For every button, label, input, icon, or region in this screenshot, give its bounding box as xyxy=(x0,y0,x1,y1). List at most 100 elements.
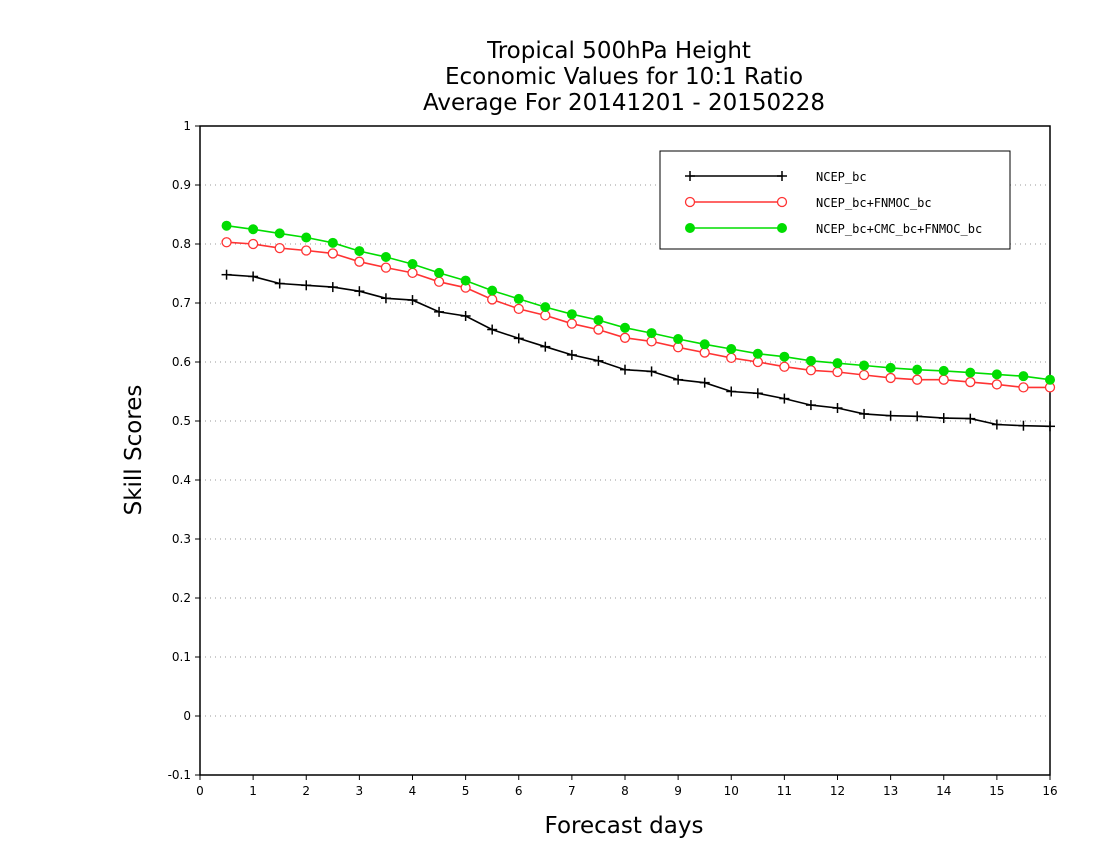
series-0-point-28 xyxy=(965,413,976,424)
title-line-2: Economic Values for 10:1 Ratio xyxy=(445,64,803,90)
y-tick-label-8: 0.7 xyxy=(172,296,191,310)
series xyxy=(221,220,1056,432)
series-0-point-7 xyxy=(407,295,418,306)
series-0-point-9 xyxy=(460,310,471,321)
series-1-point-18 xyxy=(699,347,710,358)
x-tick-label-16: 16 xyxy=(1042,784,1057,798)
x-tick-label-5: 5 xyxy=(462,784,470,798)
series-2-point-27 xyxy=(938,365,949,376)
series-2-point-15 xyxy=(620,322,630,333)
series-1-point-13 xyxy=(566,318,578,329)
series-2-point-20 xyxy=(752,348,763,359)
series-0-point-16 xyxy=(646,366,657,377)
series-2-point-24 xyxy=(859,360,870,371)
x-tick-label-11: 11 xyxy=(777,784,792,798)
series-1-point-8 xyxy=(433,276,445,287)
series-2-point-10 xyxy=(487,285,498,296)
series-1-point-29 xyxy=(991,379,1003,390)
legend-marker-start-0 xyxy=(685,171,695,181)
y-axis-label: Skill Scores xyxy=(121,385,147,516)
series-1-point-7 xyxy=(407,267,418,279)
x-tick-label-3: 3 xyxy=(356,784,364,798)
legend-marker-end-1 xyxy=(776,196,788,208)
x-tick-label-0: 0 xyxy=(196,784,204,798)
title-line-1: Tropical 500hPa Height xyxy=(486,38,751,64)
series-0-point-21 xyxy=(779,393,790,404)
series-0-point-13 xyxy=(566,349,577,360)
series-2-point-4 xyxy=(327,237,338,248)
x-tick-label-6: 6 xyxy=(515,784,523,798)
series-0 xyxy=(221,269,1055,432)
series-0-point-23 xyxy=(832,403,843,414)
series-2-point-1 xyxy=(248,224,259,235)
x-tick-label-7: 7 xyxy=(568,784,576,798)
series-0-point-19 xyxy=(726,386,737,397)
y-tick-label-5: 0.4 xyxy=(172,473,191,487)
series-1-point-30 xyxy=(1018,382,1029,393)
series-0-point-22 xyxy=(805,400,816,411)
series-0-point-20 xyxy=(752,388,763,399)
series-2-point-26 xyxy=(912,364,923,375)
x-tick-label-15: 15 xyxy=(989,784,1004,798)
legend-marker-start-1 xyxy=(684,196,696,208)
series-1-point-23 xyxy=(832,366,843,378)
series-2-point-14 xyxy=(593,315,604,326)
series-2-point-18 xyxy=(699,339,710,350)
series-2-point-23 xyxy=(832,358,843,369)
series-1-point-16 xyxy=(646,336,657,347)
series-2-point-22 xyxy=(805,355,816,366)
series-0-point-6 xyxy=(380,293,391,304)
series-0-point-24 xyxy=(859,408,870,419)
series-0-point-8 xyxy=(434,306,445,317)
x-axis-label: Forecast days xyxy=(545,813,704,839)
y-tick-label-3: 0.2 xyxy=(172,591,191,605)
series-line-1 xyxy=(226,241,1050,389)
series-2 xyxy=(221,220,1055,385)
series-0-point-10 xyxy=(487,324,498,335)
y-tick-label-7: 0.6 xyxy=(172,355,191,369)
series-2-point-16 xyxy=(646,328,657,339)
series-0-point-2 xyxy=(274,278,285,289)
series-0-point-1 xyxy=(248,271,259,282)
series-0-point-3 xyxy=(301,280,312,291)
series-2-point-6 xyxy=(380,251,391,262)
series-2-point-19 xyxy=(726,344,737,355)
legend-label-0: NCEP_bc xyxy=(816,170,867,184)
y-tick-label-2: 0.1 xyxy=(172,650,191,664)
series-1-point-19 xyxy=(726,352,737,364)
series-1-point-11 xyxy=(513,303,524,315)
series-1-point-26 xyxy=(912,374,923,385)
series-0-point-31 xyxy=(1045,421,1055,432)
series-1-point-27 xyxy=(938,374,949,385)
series-0-point-27 xyxy=(938,413,949,424)
series-1 xyxy=(221,237,1056,393)
series-2-point-28 xyxy=(965,367,976,378)
series-2-point-5 xyxy=(354,246,365,257)
y-tick-label-1: 0 xyxy=(183,709,191,723)
series-0-point-30 xyxy=(1018,420,1029,431)
series-0-point-29 xyxy=(991,419,1002,430)
series-1-point-1 xyxy=(247,238,259,250)
series-2-point-29 xyxy=(991,369,1002,380)
x-tick-label-13: 13 xyxy=(883,784,898,798)
series-1-point-12 xyxy=(540,310,551,321)
series-1-point-4 xyxy=(327,248,338,259)
series-2-point-21 xyxy=(779,351,790,362)
series-line-0 xyxy=(226,273,1051,428)
x-tick-label-1: 1 xyxy=(249,784,257,798)
legend-box xyxy=(659,150,1011,250)
series-2-point-31 xyxy=(1045,374,1055,385)
y-tick-label-6: 0.5 xyxy=(172,414,191,428)
series-0-point-14 xyxy=(593,355,604,366)
x-tick-label-12: 12 xyxy=(830,784,845,798)
series-0-point-12 xyxy=(540,341,551,352)
legend: NCEP_bc NCEP_bc+FNMOC_bc NCEP_bc+CMC_bc+FN… xyxy=(659,150,1011,250)
y-tick-label-9: 0.8 xyxy=(172,237,191,251)
series-0-point-26 xyxy=(912,411,923,422)
series-1-point-28 xyxy=(965,376,976,388)
series-2-point-12 xyxy=(540,302,551,313)
x-tick-label-8: 8 xyxy=(621,784,629,798)
series-2-point-8 xyxy=(434,267,445,278)
series-0-point-5 xyxy=(354,286,365,297)
series-1-point-6 xyxy=(380,262,392,273)
